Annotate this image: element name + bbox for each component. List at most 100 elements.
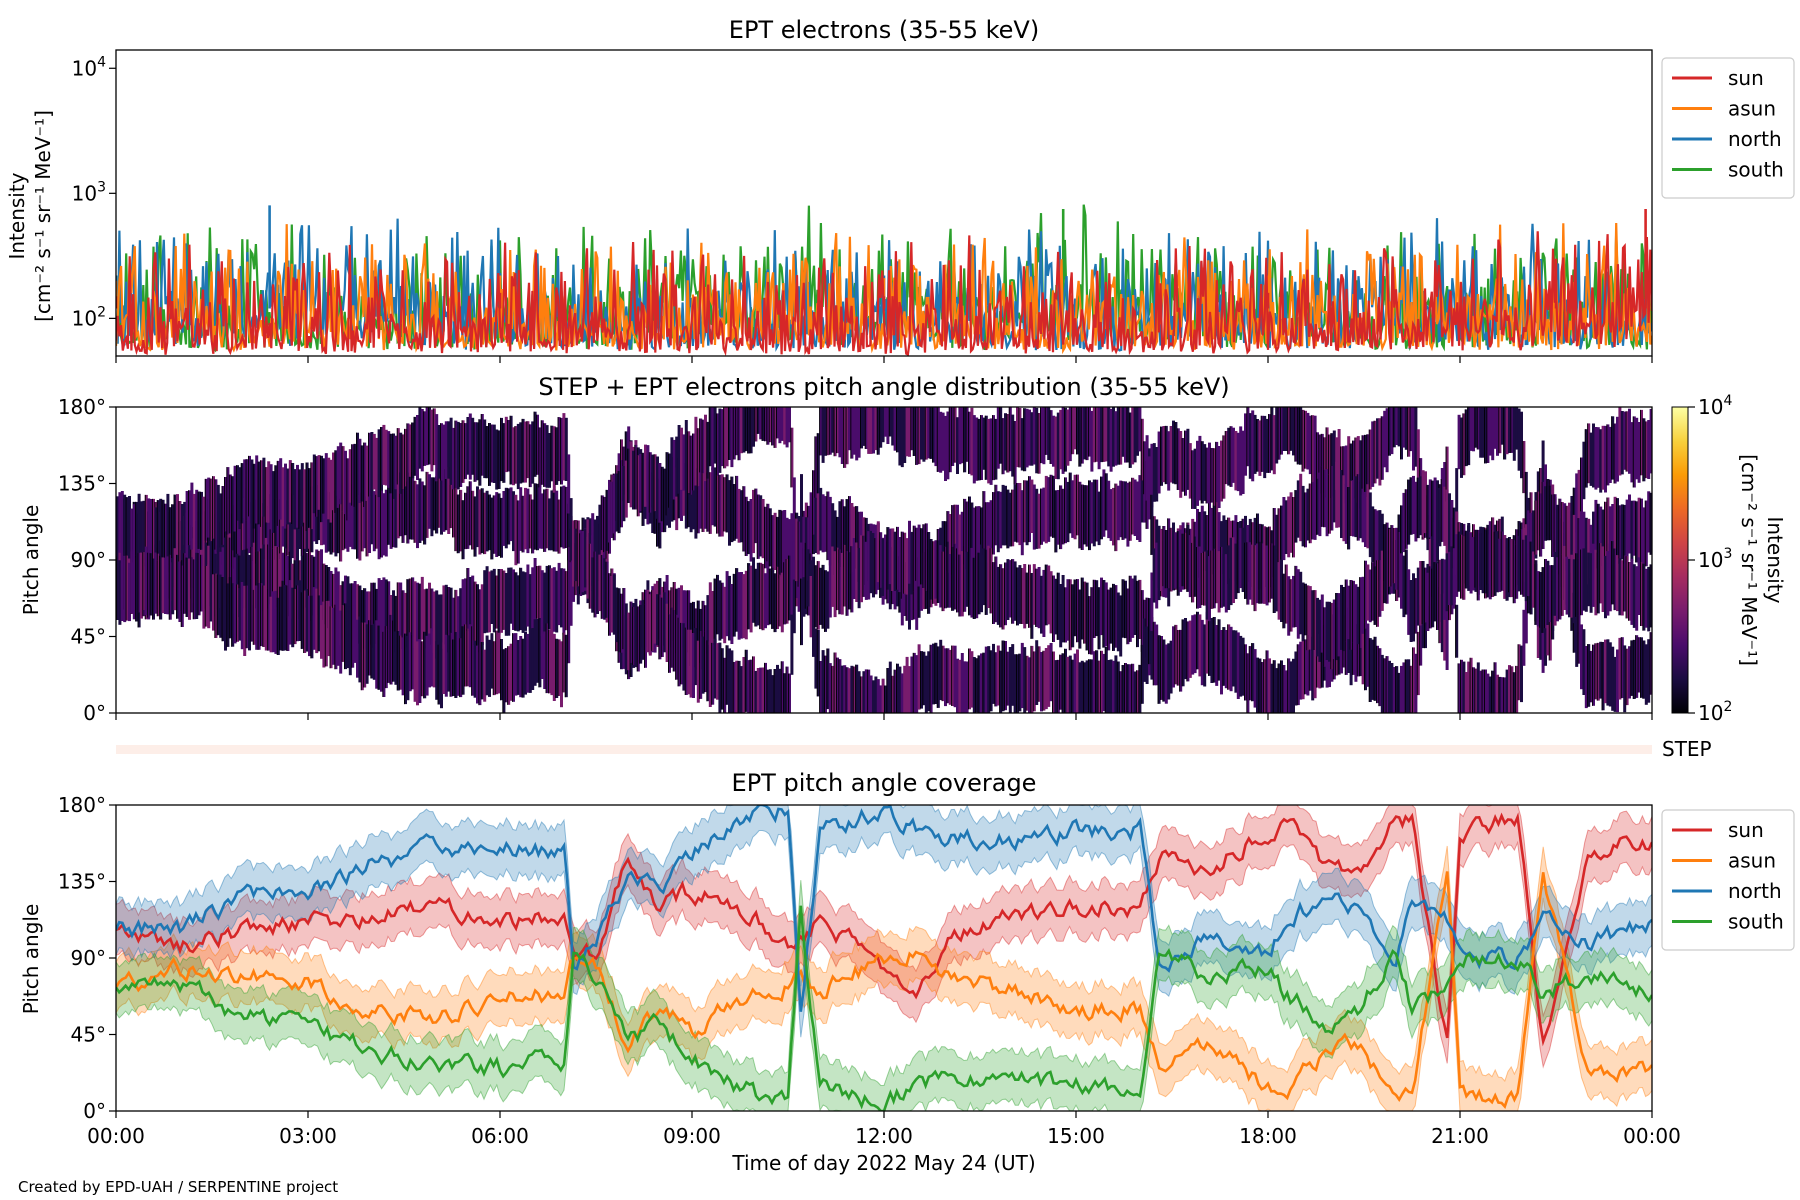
heatmap-cell-edge — [1457, 531, 1459, 592]
panel2-y-ticks: 0°45°90°135°180° — [58, 395, 116, 725]
heatmap-cell — [888, 661, 892, 713]
heatmap-cell — [788, 519, 791, 581]
heatmap-cell — [848, 496, 851, 563]
heatmap-cell — [226, 467, 230, 535]
heatmap-cell — [821, 494, 825, 553]
heatmap-cell — [1486, 530, 1490, 598]
heatmap-cell — [360, 590, 364, 653]
heatmap-cell — [1308, 483, 1312, 544]
heatmap-cell — [720, 648, 724, 710]
heatmap-cell-edge — [1136, 580, 1137, 648]
heatmap-cell-edge — [1126, 588, 1128, 645]
heatmap-cell — [360, 622, 364, 691]
heatmap-cell — [1580, 457, 1583, 522]
heatmap-cell-edge — [1606, 424, 1608, 486]
heatmap-cell — [1210, 507, 1214, 568]
heatmap-cell — [752, 407, 755, 447]
heatmap-cell — [1496, 531, 1499, 593]
heatmap-cell-edge — [363, 588, 365, 649]
heatmap-cell — [1176, 630, 1180, 686]
heatmap-cell — [723, 586, 727, 644]
heatmap-cell-edge — [514, 426, 516, 484]
heatmap-cell — [1210, 618, 1214, 683]
heatmap-cell — [1248, 542, 1252, 600]
heatmap-cell-edge — [1606, 497, 1608, 564]
heatmap-cell — [821, 650, 825, 713]
heatmap-cell — [1383, 536, 1387, 604]
heatmap-cell — [1642, 563, 1646, 631]
heatmap-cell — [168, 507, 172, 566]
heatmap-cell-edge — [704, 631, 705, 693]
heatmap-cell — [137, 552, 141, 613]
heatmap-cell — [1361, 435, 1365, 495]
heatmap-cell — [296, 504, 299, 565]
heatmap-cell — [893, 669, 897, 713]
heatmap-cell-edge — [929, 407, 931, 459]
heatmap-cell-edge — [879, 407, 881, 448]
heatmap-cell-edge — [1160, 426, 1161, 486]
heatmap-cell-edge — [1404, 659, 1406, 713]
coverage-line-south — [116, 905, 1652, 1111]
heatmap-cell — [454, 484, 458, 552]
heatmap-cell-edge — [164, 503, 165, 564]
heatmap-cell — [524, 421, 527, 483]
heatmap-cell — [216, 574, 220, 636]
heatmap-cell — [1208, 503, 1211, 573]
heatmap-cell-edge — [1080, 407, 1082, 464]
heatmap-cell — [1078, 407, 1082, 467]
heatmap-cell — [1128, 481, 1132, 541]
heatmap-cell — [881, 538, 885, 596]
heatmap-cell — [274, 465, 278, 524]
heatmap-cell — [1008, 560, 1012, 618]
heatmap-cell — [140, 501, 143, 565]
heatmap-cell-edge — [1080, 577, 1082, 640]
heatmap-cell — [1479, 407, 1483, 458]
heatmap-cell-edge — [1071, 659, 1073, 713]
heatmap-cell — [1001, 418, 1005, 475]
heatmap-cell — [444, 469, 448, 531]
heatmap-cell-edge — [1484, 669, 1485, 713]
heatmap-cell — [1198, 614, 1202, 677]
heatmap-cell — [531, 499, 535, 554]
heatmap-cell — [173, 494, 177, 559]
heatmap-cell — [759, 407, 763, 440]
heatmap-cell-edge — [399, 472, 401, 537]
heatmap-cell — [874, 538, 878, 595]
heatmap-cell — [1140, 590, 1144, 652]
heatmap-cell-edge — [747, 563, 749, 630]
heatmap-cell — [608, 573, 611, 636]
heatmap-cell-edge — [1114, 483, 1116, 552]
heatmap-cell-edge — [1306, 585, 1308, 651]
heatmap-cell — [293, 495, 297, 564]
panel1-x-ticks — [115, 356, 1653, 363]
panel1-y-tick-label: 103 — [72, 179, 106, 205]
heatmap-cell — [1292, 658, 1295, 713]
heatmap-cell — [322, 458, 326, 514]
heatmap-cell — [701, 470, 705, 532]
heatmap-cell-edge — [1376, 560, 1377, 627]
heatmap-cell — [826, 648, 830, 710]
heatmap-cell-edge — [1272, 660, 1274, 713]
heatmap-cell — [1335, 593, 1339, 661]
heatmap-cell — [428, 474, 431, 529]
heatmap-cell — [1284, 564, 1288, 624]
heatmap-cell-edge — [1025, 572, 1027, 624]
heatmap-cell — [392, 433, 395, 499]
heatmap-cell — [476, 486, 479, 548]
colorbar-label-line2: [cm⁻² s⁻¹ sr⁻¹ MeV⁻¹] — [1737, 454, 1761, 666]
heatmap-cell — [207, 477, 211, 538]
heatmap-cell — [1364, 434, 1367, 496]
heatmap-cell-edge — [262, 503, 264, 559]
heatmap-cell-edge — [660, 597, 662, 657]
heatmap-cell-edge — [1100, 650, 1101, 713]
heatmap-cell — [761, 499, 765, 559]
heatmap-cell — [934, 540, 938, 599]
heatmap-cell — [1515, 665, 1519, 713]
heatmap-cell-edge — [1181, 438, 1183, 492]
heatmap-cell-edge — [502, 423, 504, 483]
heatmap-cell-edge — [1438, 559, 1440, 629]
heatmap-cell-edge — [1551, 565, 1553, 631]
heatmap-cell-edge — [334, 604, 336, 670]
